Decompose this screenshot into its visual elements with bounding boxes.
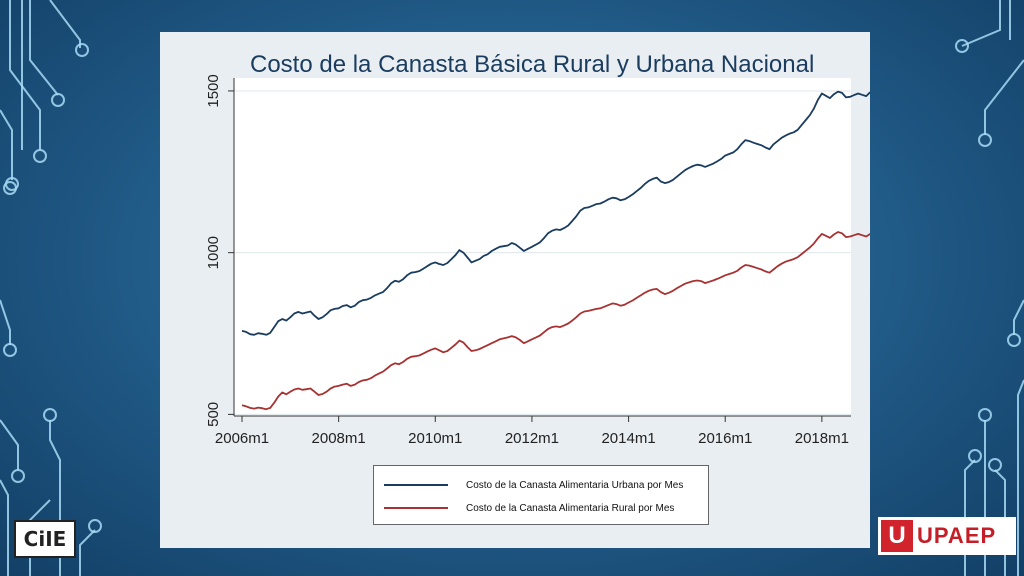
line-chart: 500 1000 1500 2006m1 2008m1 2010m1 2012m1 2014m… [205,74,870,447]
circuit-node [43,408,57,422]
circuit-trace [961,0,1001,47]
y-tick-label: 500 [205,402,222,427]
circuit-node [5,177,19,191]
axes: 500 1000 1500 2006m1 2008m1 2010m1 2012m1 2014m… [205,74,851,447]
x-tick-label: 2016m1 [698,430,752,447]
upaep-logo-text: UPAEP [917,523,997,548]
circuit-node [88,519,102,533]
x-tick-label: 2010m1 [408,430,462,447]
circuit-node [968,449,982,463]
circuit-trace [0,109,13,180]
ciie-logo-text: CiIE [23,527,67,551]
circuit-node [978,133,992,147]
circuit-node [955,39,969,53]
circuit-node [11,469,25,483]
series-line-urban [241,90,870,336]
circuit-node [75,43,89,57]
upaep-logo: U UPAEP [878,517,1016,555]
x-tick-label: 2008m1 [312,430,366,447]
legend-swatch-urban [384,484,448,486]
upaep-logo-mark: U [881,520,913,552]
x-tick-label: 2006m1 [215,430,269,447]
circuit-node [3,343,17,357]
circuit-trace [49,0,81,48]
circuit-node [978,408,992,422]
circuit-trace [1017,379,1024,576]
chart-panel: 500 1000 1500 2006m1 2008m1 2010m1 2012m1 2014m… [160,32,870,548]
series-line-rural [241,231,870,411]
chart-title: Costo de la Canasta Básica Rural y Urban… [250,51,815,78]
legend-item-rural: Costo de la Canasta Alimentaria Rural po… [384,501,674,515]
ciie-logo: CiIE [14,520,76,558]
circuit-trace [0,299,11,345]
chart-legend: Costo de la Canasta Alimentaria Urbana p… [373,465,709,525]
x-tick-label: 2018m1 [795,430,849,447]
y-tick-label: 1000 [205,236,222,269]
circuit-trace [1013,299,1024,335]
circuit-node [33,149,47,163]
circuit-trace [49,420,61,576]
x-tick-label: 2014m1 [601,430,655,447]
circuit-trace [9,0,41,150]
circuit-trace [29,0,59,96]
legend-label-rural: Costo de la Canasta Alimentaria Rural po… [466,502,675,514]
circuit-trace [984,59,1024,135]
series-lines [241,90,870,411]
y-tick-label: 1500 [205,74,222,107]
legend-label-urban: Costo de la Canasta Alimentaria Urbana p… [466,479,684,491]
legend-swatch-rural [384,507,448,509]
circuit-trace [0,419,19,470]
circuit-node [51,93,65,107]
circuit-node [988,458,1002,472]
circuit-trace [79,529,96,576]
grid-lines [234,90,851,415]
circuit-node [1007,333,1021,347]
x-tick-label: 2012m1 [505,430,559,447]
circuit-trace [0,479,9,576]
legend-item-urban: Costo de la Canasta Alimentaria Urbana p… [384,478,683,492]
plot-area [234,78,851,416]
